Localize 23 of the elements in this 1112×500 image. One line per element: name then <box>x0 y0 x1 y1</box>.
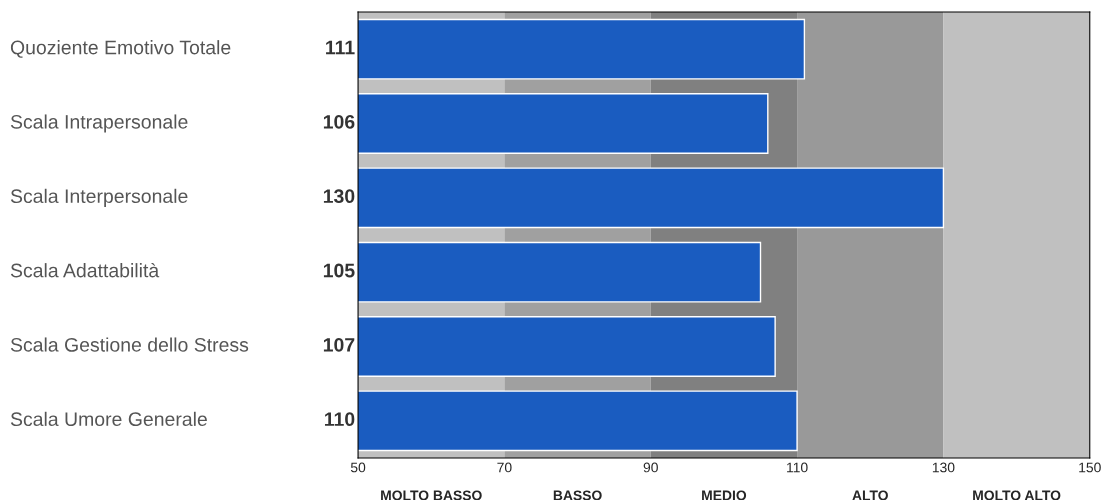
band-label: MOLTO ALTO <box>973 490 1061 500</box>
y-tick-label: Quoziente Emotivo Totale <box>10 40 231 58</box>
band-label: BASSO <box>553 490 602 500</box>
y-tick-label: Scala Intrapersonale <box>10 114 188 133</box>
band-label: MEDIO <box>702 490 747 500</box>
y-tick-label: Scala Adattabilità <box>10 262 160 278</box>
x-tick-label: 150 <box>1079 462 1101 473</box>
x-tick-label: 90 <box>643 462 658 473</box>
data-label: 107 <box>323 337 355 352</box>
x-tick-label: 130 <box>932 462 955 473</box>
band-label: MOLTO BASSO <box>381 490 482 500</box>
y-tick-label: Scala Gestione dello Stress <box>10 337 249 352</box>
data-label: 106 <box>323 114 355 129</box>
data-label: 111 <box>326 40 355 55</box>
x-tick-label: 70 <box>497 462 512 473</box>
y-tick-label: Scala Interpersonale <box>10 188 188 207</box>
x-tick-label: 50 <box>350 462 366 473</box>
data-label: 105 <box>323 263 355 278</box>
data-label: 130 <box>323 189 355 204</box>
x-tick-label: 110 <box>787 462 808 473</box>
data-label: 110 <box>324 412 355 427</box>
y-tick-label: Scala Umore Generale <box>10 411 207 427</box>
band-label: ALTO <box>852 490 888 500</box>
